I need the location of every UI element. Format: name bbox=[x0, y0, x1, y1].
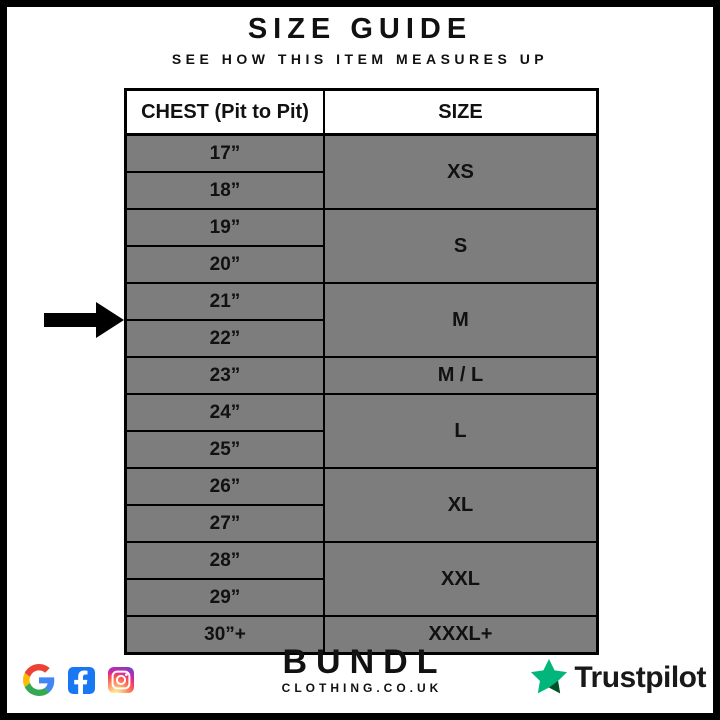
column-header-chest: CHEST (Pit to Pit) bbox=[124, 88, 325, 136]
page-title: SIZE GUIDE bbox=[247, 13, 473, 45]
chest-cell: 25” bbox=[124, 430, 325, 469]
chest-cell: 27” bbox=[124, 504, 325, 543]
brand-domain: CLOTHING.CO.UK bbox=[281, 681, 443, 695]
chest-cell: 21” bbox=[124, 282, 325, 321]
table-row: 22” bbox=[124, 319, 598, 358]
chest-cell: 22” bbox=[124, 319, 325, 358]
chest-cell: 19” bbox=[124, 208, 325, 247]
table-row: 27” bbox=[124, 504, 598, 543]
size-cell: XL bbox=[323, 467, 599, 543]
table-row: 19” S bbox=[124, 208, 599, 284]
size-table: CHEST (Pit to Pit) SIZE 17” XS 18” 19” S 20” 21”… bbox=[124, 88, 599, 655]
size-cell: XXXL+ bbox=[323, 615, 599, 655]
size-cell: M bbox=[323, 282, 599, 358]
social-icons bbox=[23, 664, 134, 696]
size-cell: L bbox=[323, 393, 599, 469]
table-row: 20” bbox=[124, 245, 598, 284]
brand-name: BUNDL bbox=[282, 643, 447, 681]
size-cell: XS bbox=[323, 133, 599, 210]
table-row: 29” bbox=[124, 578, 598, 617]
google-icon bbox=[23, 664, 55, 696]
chest-cell: 26” bbox=[124, 467, 325, 506]
chest-cell: 17” bbox=[124, 133, 325, 173]
table-row: 18” bbox=[124, 171, 598, 210]
chest-cell: 30”+ bbox=[124, 615, 325, 655]
size-cell: XXL bbox=[323, 541, 599, 617]
table-row: 21” M bbox=[124, 282, 599, 358]
size-cell: M / L bbox=[323, 356, 599, 395]
chest-cell: 28” bbox=[124, 541, 325, 580]
table-header-row: CHEST (Pit to Pit) SIZE bbox=[124, 88, 599, 136]
brand-logo: BUNDL CLOTHING.CO.UK bbox=[7, 644, 713, 695]
trustpilot-logo: Trustpilot bbox=[529, 659, 706, 697]
trustpilot-label: Trustpilot bbox=[574, 661, 706, 694]
table-row: 17” XS bbox=[124, 133, 599, 210]
table-row: 25” bbox=[124, 430, 598, 469]
facebook-icon bbox=[68, 666, 95, 694]
chest-cell: 29” bbox=[124, 578, 325, 617]
page-subtitle: SEE HOW THIS ITEM MEASURES UP bbox=[171, 51, 549, 67]
table-row: 23” M / L bbox=[124, 356, 599, 395]
column-header-size: SIZE bbox=[323, 88, 599, 136]
table-row: 28” XXL bbox=[124, 541, 599, 617]
highlight-arrow-icon bbox=[44, 302, 124, 338]
trustpilot-star-icon bbox=[531, 659, 568, 694]
size-cell: S bbox=[323, 208, 599, 284]
chest-cell: 18” bbox=[124, 171, 325, 210]
chest-cell: 24” bbox=[124, 393, 325, 432]
table-row: 30”+ XXXL+ bbox=[124, 615, 599, 655]
instagram-icon bbox=[108, 667, 134, 693]
table-row: 24” L bbox=[124, 393, 599, 469]
chest-cell: 23” bbox=[124, 356, 325, 395]
table-row: 26” XL bbox=[124, 467, 599, 543]
chest-cell: 20” bbox=[124, 245, 325, 284]
